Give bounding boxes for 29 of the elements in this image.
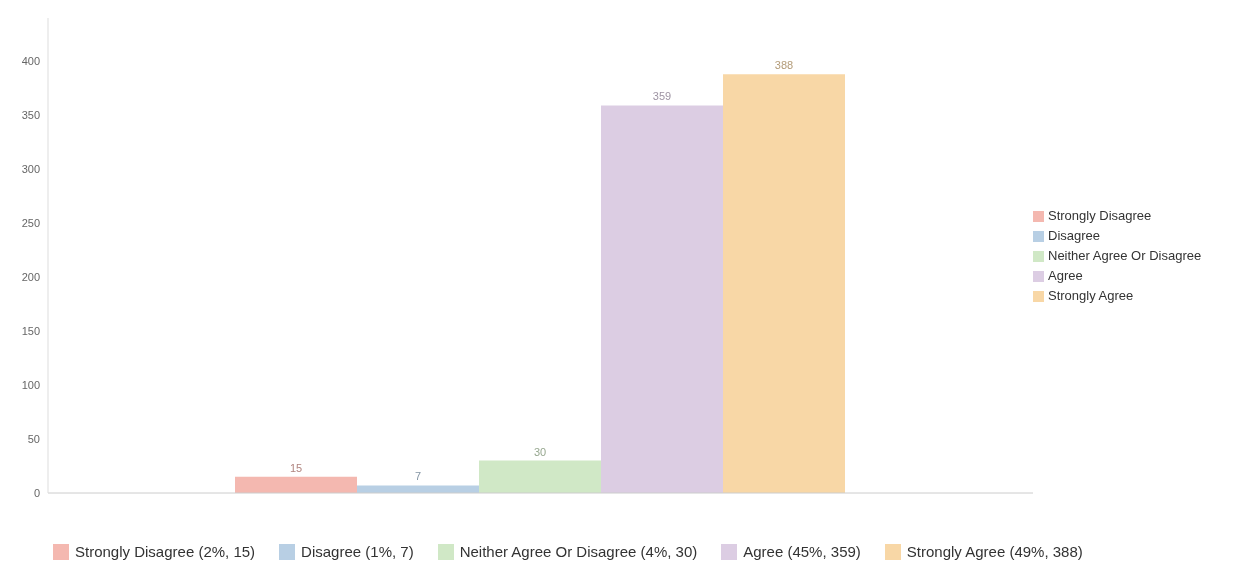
y-tick-label: 50 [27, 432, 40, 445]
y-tick-label: 250 [21, 217, 40, 230]
legend-label: Agree [1048, 267, 1083, 283]
legend-label: Disagree [1048, 227, 1101, 243]
legend-label: Strongly Disagree [1048, 207, 1152, 223]
bar [601, 105, 723, 493]
data-label: 30 [533, 445, 547, 458]
text: Agree (45%, 359) [743, 543, 861, 560]
data-label: 388 [774, 59, 794, 72]
bar [723, 74, 845, 493]
data-label: 359 [652, 90, 672, 103]
y-tick-label: 100 [21, 378, 40, 391]
text: Disagree (1%, 7) [301, 543, 414, 560]
legend-label: Strongly Agree [1048, 287, 1134, 303]
bar [235, 476, 357, 493]
data-label: 15 [289, 461, 303, 474]
text: Strongly Disagree (2%, 15) [75, 543, 256, 560]
y-tick-label: 300 [21, 163, 40, 176]
legend-label: Neither Agree Or Disagree [1048, 247, 1202, 263]
data-label: 7 [414, 470, 422, 483]
y-tick-label: 150 [21, 324, 40, 337]
text: Strongly Agree (49%, 388) [906, 543, 1083, 560]
y-tick-label: 200 [21, 271, 40, 283]
y-tick-label: 350 [21, 109, 40, 122]
bar [479, 460, 601, 493]
bar [357, 485, 479, 493]
y-tick-label: 0 [33, 486, 40, 499]
text: Neither Agree Or Disagree (4%, 30) [459, 543, 698, 560]
y-tick-label: 400 [21, 55, 40, 68]
